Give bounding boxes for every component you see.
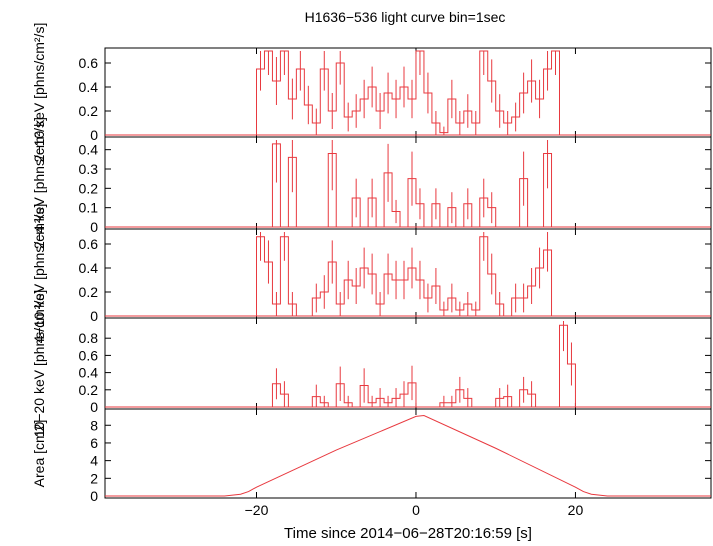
panel-p1: 0 0.2 0.4 0.6 2−10 keV [phns/cm²/s] — [31, 23, 712, 163]
y-tick-label: 0.4 — [79, 79, 99, 95]
y-tick-label: 0.8 — [79, 330, 99, 346]
y-tick-label: 0.2 — [79, 103, 99, 119]
y-tick-label: 0.6 — [79, 55, 99, 71]
y-tick-label: 0.2 — [79, 180, 99, 196]
x-tick-label: 20 — [568, 502, 584, 518]
y-tick-label: 0.3 — [79, 161, 99, 177]
x-axis-label: Time since 2014−06−28T20:16:59 [s] — [284, 525, 532, 541]
light-curve-line — [256, 236, 560, 317]
area-curve — [105, 415, 711, 497]
y-tick-label: 0.2 — [79, 284, 99, 300]
panel-p5: 0 24 6 8 Area [cm2] −20 0 20 — [31, 408, 712, 518]
panels-group: 00.20.40.62−10 keV [phns/cm²/s]00.10.20.… — [31, 23, 712, 518]
y-tick-label: 4 — [90, 453, 98, 469]
y-tick-label: 0 — [90, 488, 98, 504]
y-tick-label: 0.6 — [79, 347, 99, 363]
light-curve-line — [271, 324, 576, 408]
panel-frame — [104, 317, 712, 410]
y-tick-label: 8 — [90, 417, 98, 433]
panel-p4: 00.20.40.60.810−20 keV [phns/cm²/s] — [31, 290, 712, 437]
y-tick-label: 6 — [90, 435, 98, 451]
y-tick-label: 0.4 — [79, 365, 99, 381]
x-tick-label: −20 — [245, 502, 269, 518]
y-tick-label: 0 — [90, 399, 98, 415]
light-curve-line — [271, 143, 553, 228]
x-tick-label: 0 — [412, 502, 420, 518]
light-curve-line — [256, 50, 560, 135]
y-axis-label: 2−10 keV [phns/cm²/s] — [31, 23, 47, 163]
panel-p3: 0 0.2 0.4 0.6 4−10 keV [phns/cm²/s] — [31, 204, 712, 344]
panel-frame — [104, 408, 712, 499]
y-tick-label: 0 — [90, 127, 98, 143]
y-axis-label: 10−20 keV [phns/cm²/s] — [31, 290, 47, 437]
y-tick-label: 0.4 — [79, 260, 99, 276]
y-tick-label: 2 — [90, 470, 98, 486]
y-tick-label: 0 — [90, 219, 98, 235]
y-axis-label: Area [cm2] — [31, 420, 47, 488]
y-tick-label: 0.6 — [79, 236, 99, 252]
panel-p2: 0 0.1 0.2 0.3 0.4 2−4 keV [phns/cm²/s] — [31, 117, 712, 249]
y-axis-label: 2−4 keV [phns/cm²/s] — [31, 117, 47, 249]
y-tick-label: 0.2 — [79, 382, 99, 398]
chart-title: H1636−536 light curve bin=1sec — [305, 9, 506, 25]
y-axis-label: 4−10 keV [phns/cm²/s] — [31, 204, 47, 344]
y-tick-label: 0 — [90, 308, 98, 324]
y-tick-label: 0.4 — [79, 142, 99, 158]
y-tick-label: 0.1 — [79, 200, 99, 216]
